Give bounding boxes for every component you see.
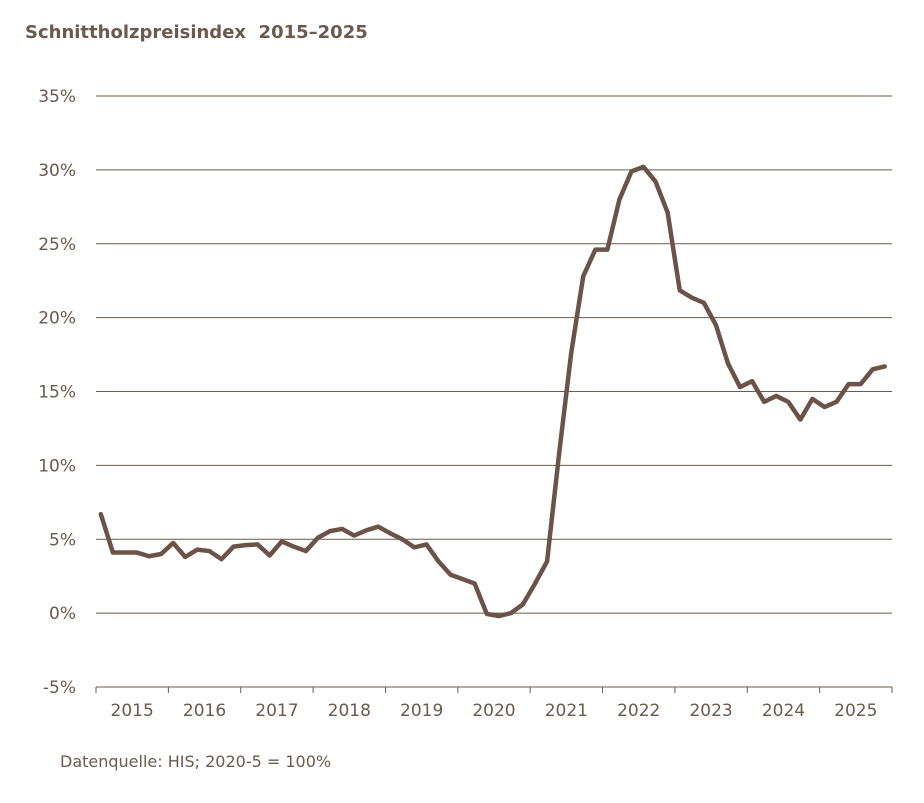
x-tick-label: 2016 (183, 701, 226, 721)
x-tick-label: 2018 (328, 701, 371, 721)
x-tick-label: 2020 (472, 701, 515, 721)
series-line (98, 164, 888, 619)
y-tick-label: 35% (38, 87, 76, 107)
y-tick-label: 25% (38, 235, 76, 255)
y-tick-label: -5% (43, 678, 76, 698)
x-tick-label: 2019 (400, 701, 443, 721)
y-tick-label: 15% (38, 383, 76, 403)
y-tick-label: 30% (38, 161, 76, 181)
x-tick-label: 2017 (255, 701, 298, 721)
x-tick-label: 2021 (545, 701, 588, 721)
y-tick-label: 0% (49, 604, 76, 624)
x-tick-label: 2023 (689, 701, 732, 721)
chart-title: Schnittholzpreisindex 2015–2025 (25, 22, 368, 43)
x-tick-label: 2024 (762, 701, 805, 721)
x-tick-label: 2022 (617, 701, 660, 721)
x-tick-label: 2015 (111, 701, 154, 721)
y-tick-label: 5% (49, 530, 76, 550)
data-source-note: Datenquelle: HIS; 2020-5 = 100% (60, 752, 332, 771)
x-tick-label: 2025 (834, 701, 877, 721)
y-tick-label: 20% (38, 309, 76, 329)
y-tick-label: 10% (38, 456, 76, 476)
